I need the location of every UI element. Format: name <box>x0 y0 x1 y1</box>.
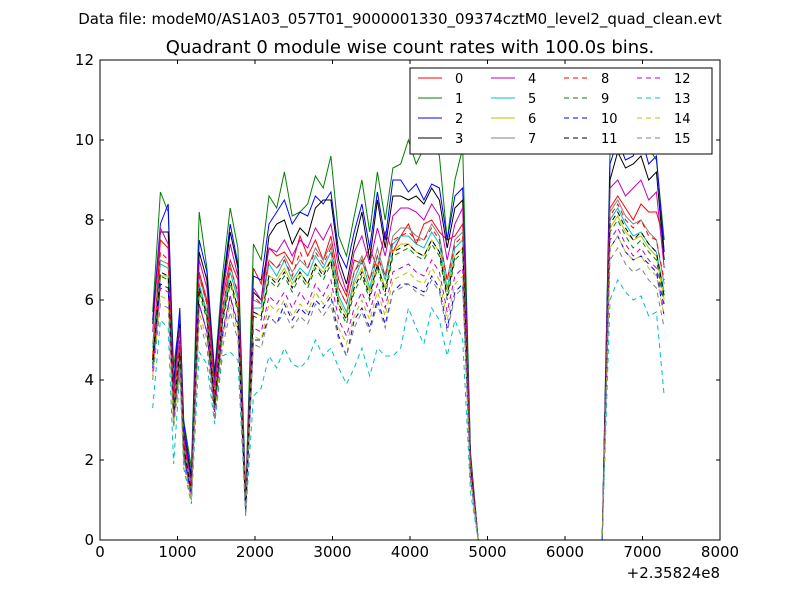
legend-label-5: 5 <box>528 92 536 107</box>
chart-title: Quadrant 0 module wise count rates with … <box>166 37 655 58</box>
y-tick-label: 6 <box>84 291 94 309</box>
legend-label-14: 14 <box>674 112 691 127</box>
series-line-13 <box>152 278 665 540</box>
series-line-15 <box>152 246 665 540</box>
legend-label-6: 6 <box>528 112 536 127</box>
y-tick-label: 8 <box>84 211 94 229</box>
x-tick-label: 1000 <box>158 543 196 561</box>
series-line-8 <box>152 202 665 540</box>
legend-label-8: 8 <box>601 72 609 87</box>
series-line-3 <box>152 150 665 540</box>
legend-label-7: 7 <box>528 132 536 147</box>
x-tick-label: 5000 <box>468 543 506 561</box>
legend-label-2: 2 <box>455 112 463 127</box>
y-tick-label: 0 <box>84 531 94 549</box>
y-tick-label: 2 <box>84 451 94 469</box>
legend-label-1: 1 <box>455 92 463 107</box>
legend-label-15: 15 <box>674 132 691 147</box>
series-line-14 <box>152 234 665 540</box>
legend-label-11: 11 <box>601 132 618 147</box>
legend-label-12: 12 <box>674 72 691 87</box>
y-tick-label: 4 <box>84 371 94 389</box>
x-tick-label: 2000 <box>236 543 274 561</box>
legend-label-4: 4 <box>528 72 536 87</box>
x-offset-label: +2.35824e8 <box>627 564 720 582</box>
x-tick-label: 6000 <box>546 543 584 561</box>
x-tick-label: 0 <box>95 543 105 561</box>
legend-label-10: 10 <box>601 112 618 127</box>
series-line-1 <box>152 102 665 540</box>
x-tick-label: 8000 <box>701 543 739 561</box>
legend-label-3: 3 <box>455 132 463 147</box>
y-tick-label: 12 <box>75 51 94 69</box>
legend-label-13: 13 <box>674 92 691 107</box>
legend-label-0: 0 <box>455 72 463 87</box>
series-layer <box>152 102 665 540</box>
legend-frame <box>409 67 713 155</box>
legend-label-9: 9 <box>601 92 609 107</box>
x-tick-label: 4000 <box>391 543 429 561</box>
x-tick-label: 3000 <box>313 543 351 561</box>
series-line-12 <box>152 226 665 540</box>
series-line-2 <box>152 134 665 540</box>
y-tick-label: 10 <box>75 131 94 149</box>
series-line-0 <box>152 195 665 540</box>
series-line-4 <box>152 179 665 540</box>
x-tick-label: 7000 <box>623 543 661 561</box>
series-line-11 <box>152 210 665 540</box>
series-line-5 <box>152 206 665 540</box>
data-file-title: Data file: modeM0/AS1A03_057T01_90000013… <box>78 10 722 29</box>
ticks-layer: 0 1000 2000 3000 4000 5000 6000 7000 80000246810… <box>75 51 739 561</box>
